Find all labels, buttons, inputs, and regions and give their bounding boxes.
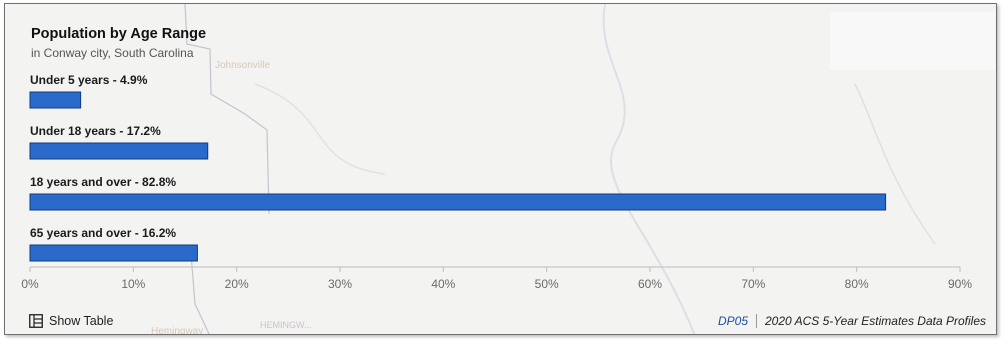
chart-title: Population by Age Range xyxy=(31,26,207,42)
map-label: Hemingway xyxy=(151,326,203,335)
source-citation: DP05 2020 ACS 5-Year Estimates Data Prof… xyxy=(718,314,986,328)
bar xyxy=(29,91,82,109)
source-code-link[interactable]: DP05 xyxy=(717,314,748,328)
table-icon xyxy=(29,314,43,328)
bar-chart: Under 5 years - 4.9% Under 18 years - 17.… xyxy=(21,73,972,291)
x-tick-label: 50% xyxy=(535,277,559,291)
map-label: Johnsonville xyxy=(215,60,270,71)
x-tick-label: 10% xyxy=(121,277,145,291)
x-tick-label: 0% xyxy=(21,277,39,291)
x-tick-label: 30% xyxy=(328,277,352,291)
source-text: 2020 ACS 5-Year Estimates Data Profiles xyxy=(765,314,986,328)
map-road xyxy=(190,253,210,334)
bar-label: 65 years and over - 16.2% xyxy=(30,226,176,240)
background-map: Johnsonville HEMINGW... Hemingway xyxy=(151,4,995,335)
x-tick-label: 70% xyxy=(741,277,765,291)
map-patch xyxy=(830,12,995,70)
chart-subtitle: in Conway city, South Carolina xyxy=(31,46,194,60)
show-table-label: Show Table xyxy=(49,314,114,328)
bar-label: 18 years and over - 82.8% xyxy=(30,175,176,189)
show-table-button[interactable]: Show Table xyxy=(29,314,113,328)
x-tick-label: 60% xyxy=(638,277,662,291)
x-tick-label: 40% xyxy=(431,277,455,291)
bar-label: Under 5 years - 4.9% xyxy=(30,73,148,87)
source-divider xyxy=(756,314,757,328)
x-tick-label: 20% xyxy=(225,277,249,291)
map-road xyxy=(854,83,936,245)
map-river xyxy=(254,83,386,175)
map-river xyxy=(602,4,696,334)
chart-card: Johnsonville HEMINGW... Hemingway Popula… xyxy=(4,3,997,335)
bar xyxy=(29,142,209,160)
bar xyxy=(29,244,198,262)
x-tick-label: 90% xyxy=(948,277,972,291)
bar xyxy=(29,193,887,211)
map-road xyxy=(184,4,270,215)
bar-label: Under 18 years - 17.2% xyxy=(30,124,161,138)
map-label: HEMINGW... xyxy=(260,320,312,330)
x-tick-label: 80% xyxy=(845,277,869,291)
